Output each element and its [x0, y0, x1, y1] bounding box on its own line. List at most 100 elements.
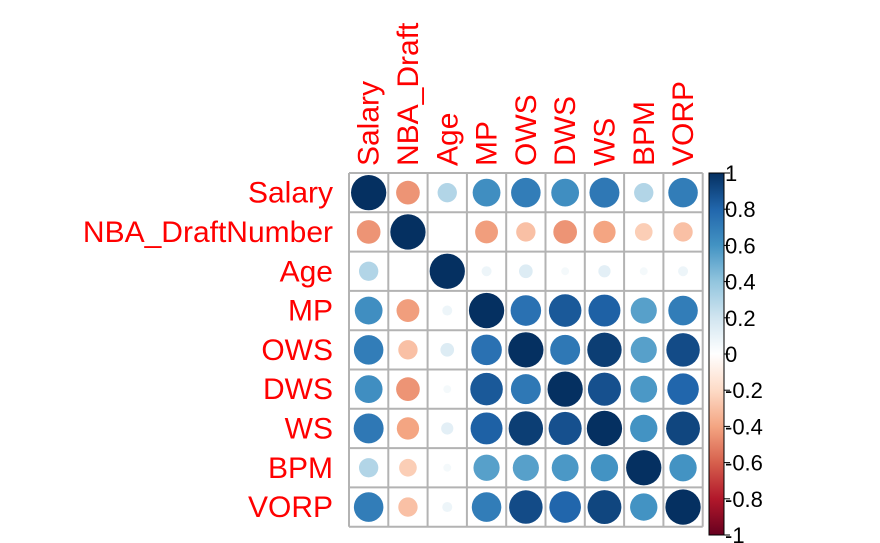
corr-circle-6-3: [470, 412, 503, 445]
corr-circle-8-5: [549, 491, 581, 523]
colorbar-tick-label: -0.6: [725, 451, 763, 476]
corr-circle-3-7: [630, 297, 657, 324]
corr-circle-7-3: [473, 454, 500, 481]
colorbar-tick-label: -0.4: [725, 414, 763, 439]
correlation-circles: [351, 175, 701, 525]
column-labels: Salary NBA_Draft Age MP OWS DWS WS BPM VORP: [353, 22, 700, 166]
corr-circle-4-4: [508, 332, 544, 368]
corr-circle-3-6: [588, 294, 621, 327]
corr-circle-0-5: [551, 178, 580, 207]
corr-circle-2-5: [561, 267, 570, 276]
corr-circle-1-8: [673, 222, 693, 242]
corr-circle-7-0: [358, 458, 379, 478]
row-label: Salary: [248, 177, 333, 210]
corr-circle-2-7: [639, 267, 648, 276]
corr-circle-7-5: [551, 454, 579, 482]
corr-circle-6-0: [353, 413, 384, 444]
row-label: VORP: [248, 491, 333, 524]
corr-circle-2-3: [481, 266, 492, 277]
corr-circle-3-3: [468, 292, 505, 329]
colorbar-tick-label: 0.4: [725, 270, 756, 295]
corr-circle-0-3: [472, 178, 501, 207]
corr-circle-4-2: [440, 343, 455, 357]
corr-circle-6-2: [441, 422, 454, 435]
row-label: BPM: [268, 452, 333, 485]
row-label: MP: [288, 295, 333, 328]
corr-circle-5-7: [630, 375, 658, 403]
corr-circle-3-5: [548, 294, 582, 327]
corr-circle-8-2: [442, 502, 453, 513]
colorbar-gradient: [708, 172, 725, 536]
corr-circle-1-0: [356, 220, 381, 244]
row-label: Age: [280, 255, 333, 288]
corr-circle-6-4: [508, 411, 544, 446]
corr-circle-3-1: [396, 299, 420, 322]
row-label: NBA_DraftNumber: [83, 216, 333, 249]
corr-circle-6-6: [586, 410, 623, 447]
corr-circle-0-7: [634, 182, 654, 203]
corr-circle-8-0: [353, 492, 384, 522]
corr-circle-2-0: [358, 261, 379, 281]
row-labels: Salary NBA_DraftNumber Age MP OWS DWS WS BPM VOR…: [83, 177, 333, 524]
corr-circle-2-8: [678, 266, 689, 277]
column-label: MP: [471, 121, 504, 166]
corr-circle-1-1: [390, 214, 426, 250]
corr-circle-0-6: [589, 177, 620, 208]
column-label: NBA_Draft: [392, 22, 425, 166]
corr-circle-4-6: [587, 332, 622, 368]
corr-circle-6-8: [666, 411, 700, 446]
row-label: DWS: [263, 373, 333, 406]
column-label: BPM: [628, 101, 661, 166]
corr-circle-6-1: [396, 417, 420, 440]
corr-circle-7-1: [399, 458, 417, 477]
corr-circle-5-0: [354, 375, 383, 404]
corr-circle-7-2: [443, 463, 452, 472]
corr-circle-0-2: [437, 182, 457, 203]
column-label: OWS: [510, 94, 543, 166]
corr-circle-6-5: [548, 411, 582, 446]
corr-circle-4-5: [550, 334, 581, 365]
corr-circle-4-0: [353, 335, 384, 365]
corr-circle-8-6: [587, 490, 622, 524]
corr-circle-5-1: [396, 377, 420, 401]
corr-circle-0-0: [351, 175, 387, 211]
corr-circle-8-7: [630, 493, 658, 521]
corr-circle-5-2: [443, 385, 452, 394]
corr-circle-4-7: [630, 336, 657, 363]
colorbar-tick-label: 0: [725, 342, 737, 367]
corr-circle-1-3: [475, 220, 498, 244]
corr-circle-3-8: [668, 295, 698, 326]
corr-circle-5-6: [587, 372, 622, 406]
column-label: DWS: [549, 96, 582, 166]
corr-circle-5-8: [667, 373, 699, 405]
column-label: Age: [431, 113, 464, 166]
corr-circle-3-0: [354, 296, 383, 325]
colorbar-tick-label: 0.6: [725, 233, 756, 258]
column-label: WS: [588, 118, 621, 166]
corr-circle-1-4: [516, 222, 536, 242]
row-label: OWS: [261, 334, 333, 367]
colorbar-tick-label: 0.2: [725, 306, 756, 331]
corr-circle-5-5: [547, 371, 583, 407]
corr-circle-8-4: [509, 490, 543, 524]
corr-circle-7-6: [590, 454, 619, 482]
corr-circle-8-3: [471, 492, 502, 522]
colorbar-tick-label: 1: [725, 161, 737, 186]
corr-circle-2-2: [429, 253, 465, 289]
corr-circle-8-8: [665, 489, 701, 525]
corr-circle-2-6: [598, 265, 611, 278]
corr-circle-4-3: [471, 334, 502, 366]
corr-circle-5-3: [470, 372, 503, 406]
corr-circle-5-4: [510, 374, 541, 405]
corr-circle-7-4: [512, 454, 539, 481]
colorbar-tick-label: -1: [725, 523, 745, 543]
corr-circle-1-7: [634, 223, 653, 241]
corr-circle-4-1: [398, 340, 418, 360]
column-label: VORP: [667, 81, 700, 166]
correlation-grid: [348, 172, 704, 528]
corr-circle-0-1: [396, 180, 420, 205]
corr-circle-0-4: [511, 177, 541, 208]
color-legend: 1 0.8 0.6 0.4 0.2 0 -0.2 -0.4 -0.6 -0.8 -1: [708, 161, 763, 543]
column-label: Salary: [353, 81, 386, 166]
